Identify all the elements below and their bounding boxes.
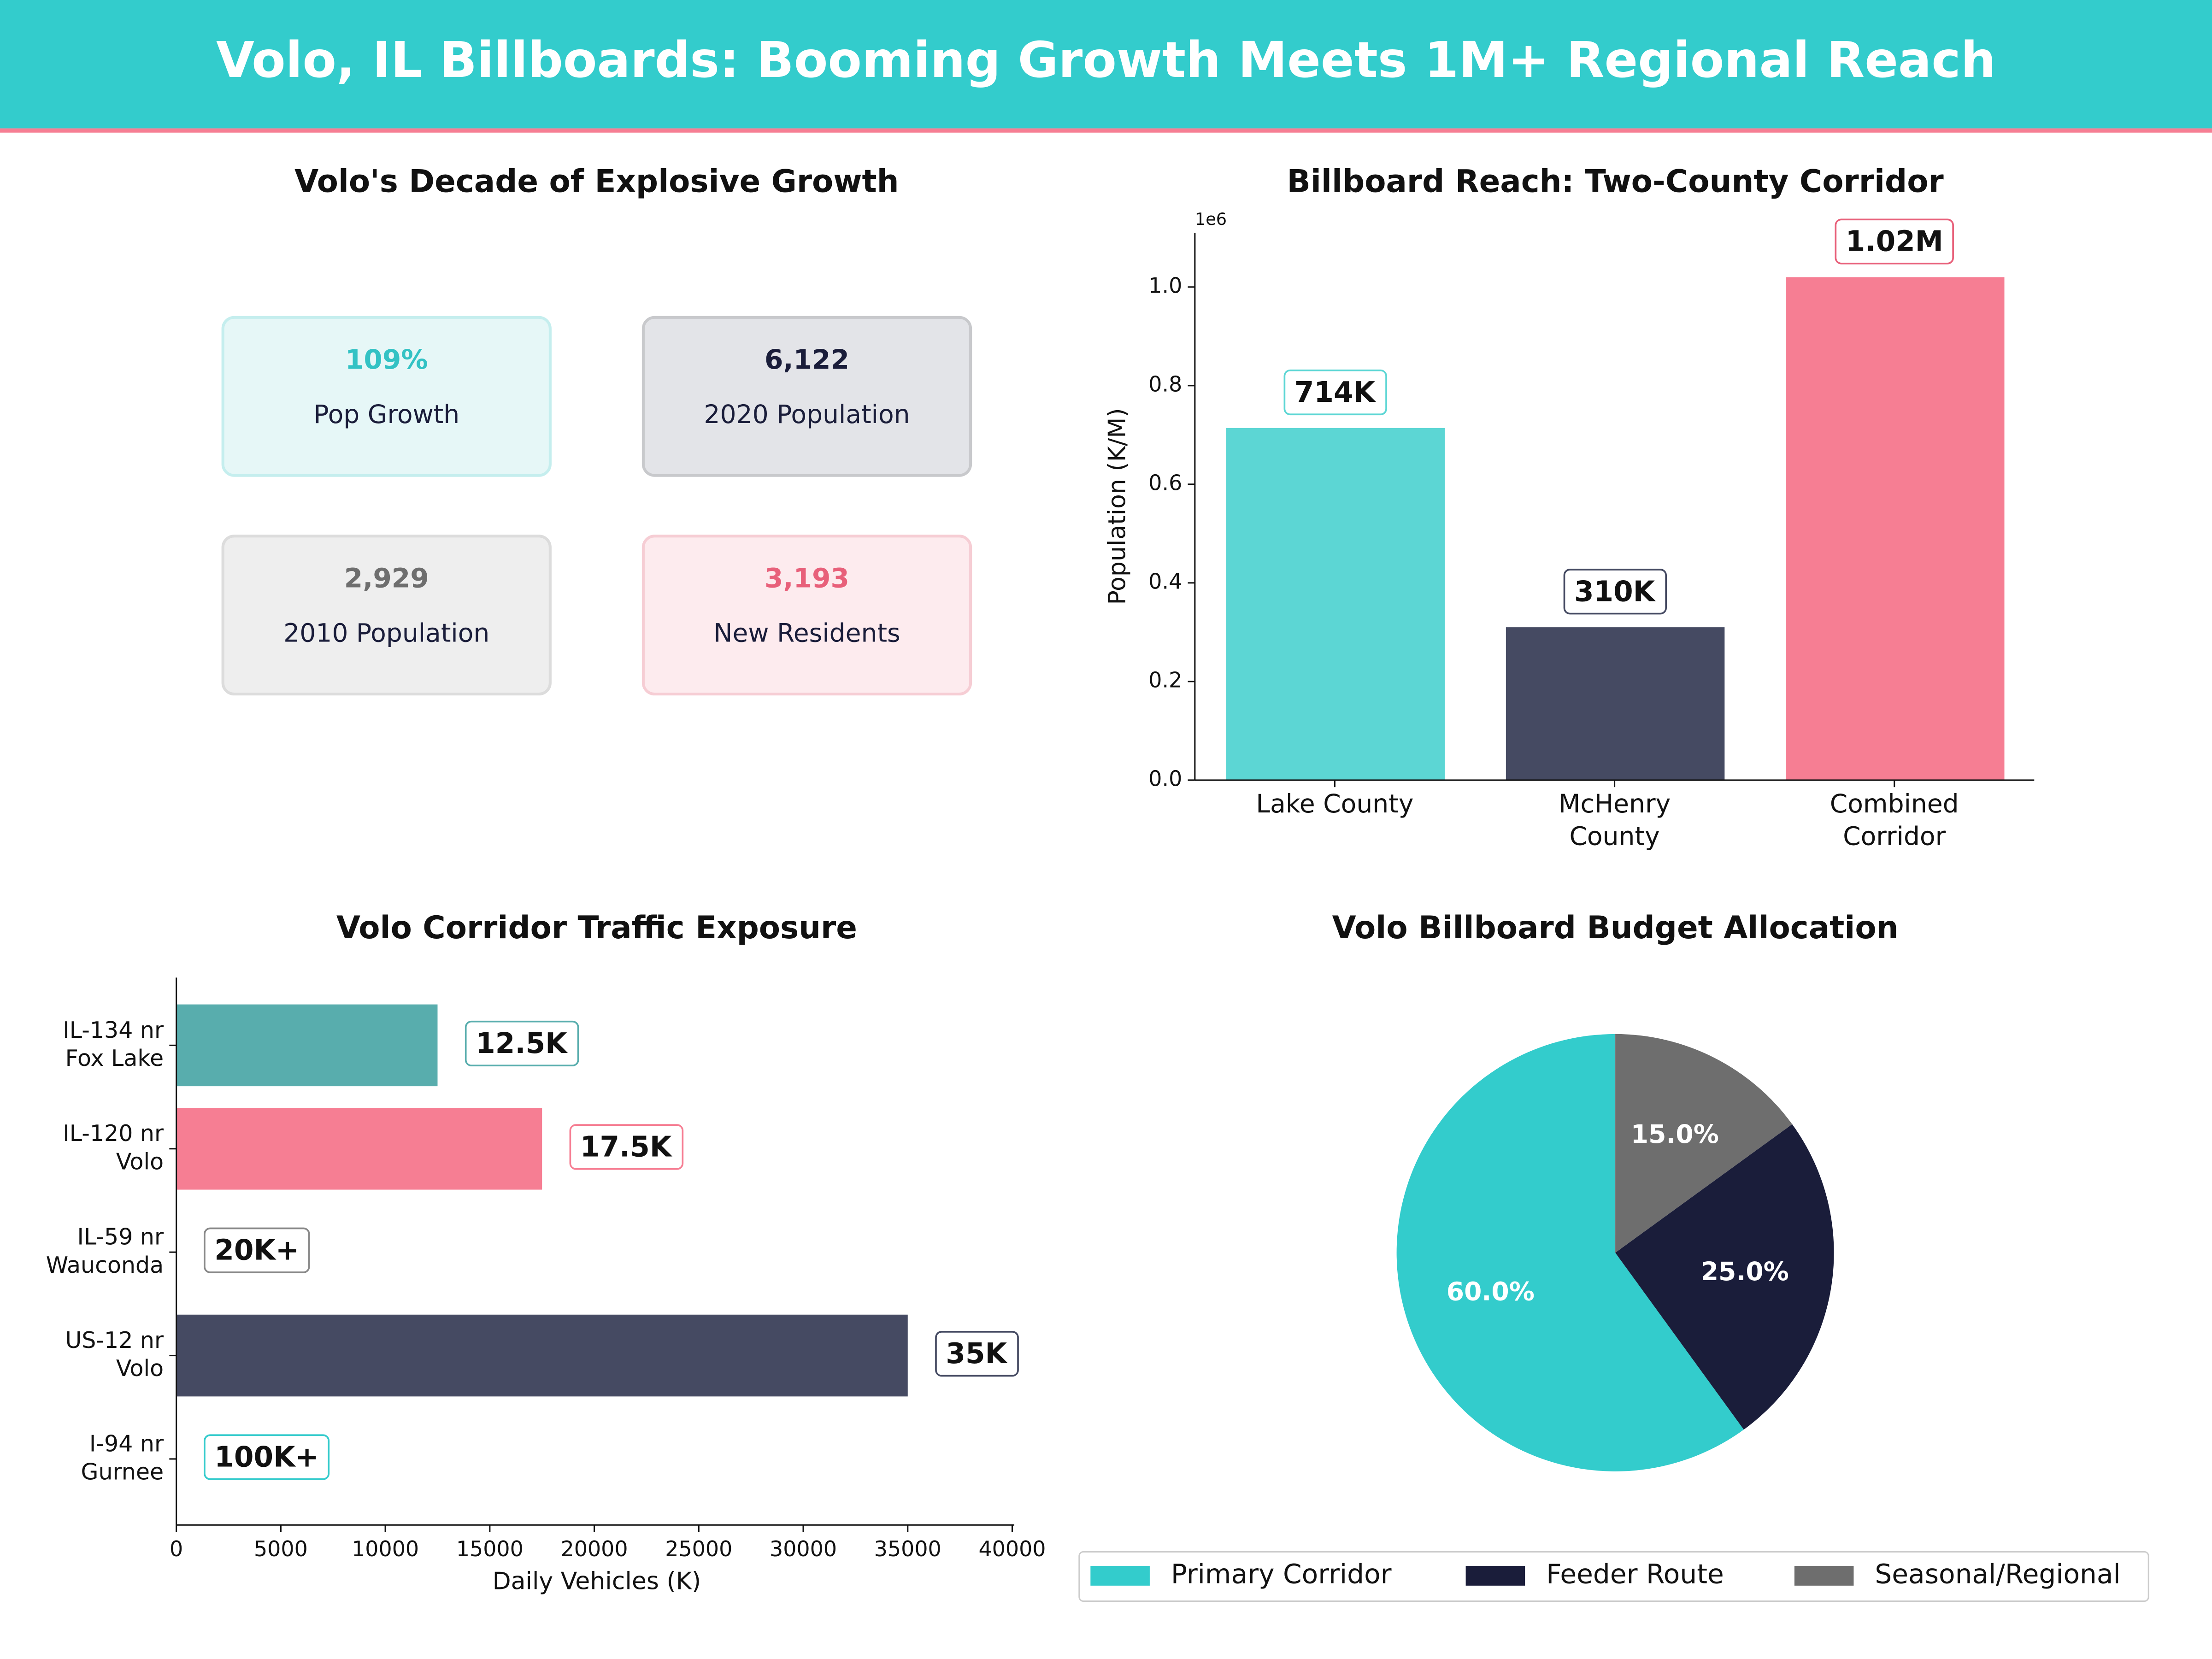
legend-label: Seasonal/Regional bbox=[1875, 1558, 2120, 1589]
slice-label: 60.0% bbox=[1447, 1277, 1535, 1306]
slice-label: 25.0% bbox=[1701, 1257, 1789, 1286]
bar bbox=[1506, 627, 1725, 780]
x-tick-label: 25000 bbox=[665, 1536, 732, 1561]
kpi-title: Volo's Decade of Explosive Growth bbox=[294, 163, 899, 200]
header-rule bbox=[0, 128, 2212, 133]
kpi-card bbox=[641, 535, 972, 696]
y-offset-label: 1e6 bbox=[1195, 209, 1227, 229]
y-tick-label: I-94 nr Gurnee bbox=[81, 1430, 164, 1485]
y-tick-label: 0.2 bbox=[1148, 667, 1182, 692]
chart-title: Volo Corridor Traffic Exposure bbox=[336, 909, 857, 946]
pie-slice bbox=[1615, 1124, 1834, 1430]
header-band bbox=[0, 0, 2212, 129]
bar bbox=[176, 1314, 908, 1397]
x-tick-label: 40000 bbox=[978, 1536, 1046, 1561]
kpi-label: 2020 Population bbox=[704, 400, 910, 429]
label-box bbox=[1835, 218, 1954, 265]
legend-label: Feeder Route bbox=[1546, 1558, 1724, 1589]
x-tick-label: 15000 bbox=[456, 1536, 524, 1561]
kpi-label: 2010 Population bbox=[283, 618, 489, 648]
y-tick-label: IL-120 nr Volo bbox=[63, 1120, 164, 1175]
pie-slice bbox=[1615, 1034, 1792, 1253]
x-tick-label: 10000 bbox=[352, 1536, 419, 1561]
kpi-card bbox=[221, 316, 552, 477]
legend-box bbox=[1078, 1551, 2149, 1602]
pie-slice bbox=[1396, 1034, 1744, 1471]
kpi-label: Pop Growth bbox=[313, 400, 459, 429]
data-label: 35K bbox=[946, 1337, 1008, 1370]
y-tick-label: 0.8 bbox=[1148, 371, 1182, 396]
x-tick-label: 5000 bbox=[254, 1536, 308, 1561]
bar bbox=[176, 1004, 438, 1087]
label-box bbox=[204, 1227, 310, 1273]
label-box bbox=[1563, 569, 1667, 615]
kpi-value: 6,122 bbox=[765, 344, 849, 375]
data-label: 17.5K bbox=[580, 1130, 673, 1163]
y-tick-label: IL-59 nr Wauconda bbox=[46, 1224, 164, 1278]
kpi-value: 109% bbox=[345, 344, 428, 375]
x-tick-label: 20000 bbox=[561, 1536, 628, 1561]
y-tick-label: 0.0 bbox=[1148, 766, 1182, 791]
kpi-label: New Residents bbox=[713, 618, 900, 648]
bar bbox=[176, 1107, 542, 1190]
chart-title: Billboard Reach: Two-County Corridor bbox=[1287, 163, 1944, 200]
legend-label: Primary Corridor bbox=[1171, 1558, 1392, 1589]
legend-swatch bbox=[1465, 1565, 1525, 1586]
y-tick-label: 0.4 bbox=[1148, 569, 1182, 594]
slice-label: 15.0% bbox=[1631, 1119, 1719, 1149]
y-tick-label: US-12 nr Volo bbox=[65, 1327, 164, 1381]
chart-title: Volo Billboard Budget Allocation bbox=[1332, 909, 1899, 946]
label-box bbox=[569, 1124, 684, 1170]
y-tick-label: 0.6 bbox=[1148, 470, 1182, 495]
kpi-value: 2,929 bbox=[344, 562, 429, 594]
data-label: 714K bbox=[1294, 376, 1377, 409]
legend-swatch bbox=[1090, 1565, 1150, 1586]
data-label: 12.5K bbox=[476, 1027, 568, 1060]
bar bbox=[1786, 277, 2005, 780]
x-tick-label: McHenry County bbox=[1559, 789, 1671, 851]
label-box bbox=[1283, 369, 1387, 416]
x-axis-label: Daily Vehicles (K) bbox=[493, 1568, 701, 1595]
label-box bbox=[204, 1434, 330, 1480]
label-box bbox=[465, 1020, 579, 1067]
kpi-card bbox=[641, 316, 972, 477]
data-label: 100K+ bbox=[214, 1441, 319, 1474]
data-label: 1.02M bbox=[1846, 225, 1943, 258]
y-axis-label: Population (K/M) bbox=[1104, 408, 1131, 605]
header-title: Volo, IL Billboards: Booming Growth Meet… bbox=[216, 32, 1996, 89]
x-tick-label: 35000 bbox=[874, 1536, 941, 1561]
bar bbox=[1226, 428, 1445, 780]
data-label: 310K bbox=[1574, 575, 1656, 608]
data-label: 20K+ bbox=[214, 1234, 299, 1267]
kpi-value: 3,193 bbox=[765, 562, 849, 594]
x-tick-label: 0 bbox=[170, 1536, 183, 1561]
x-tick-label: 30000 bbox=[770, 1536, 837, 1561]
kpi-card bbox=[221, 535, 552, 696]
label-box bbox=[935, 1331, 1019, 1377]
x-tick-label: Combined Corridor bbox=[1830, 789, 1959, 851]
y-tick-label: IL-134 nr Fox Lake bbox=[63, 1017, 164, 1071]
y-tick-label: 1.0 bbox=[1148, 273, 1182, 298]
legend-swatch bbox=[1794, 1565, 1854, 1586]
x-tick-label: Lake County bbox=[1256, 789, 1413, 818]
